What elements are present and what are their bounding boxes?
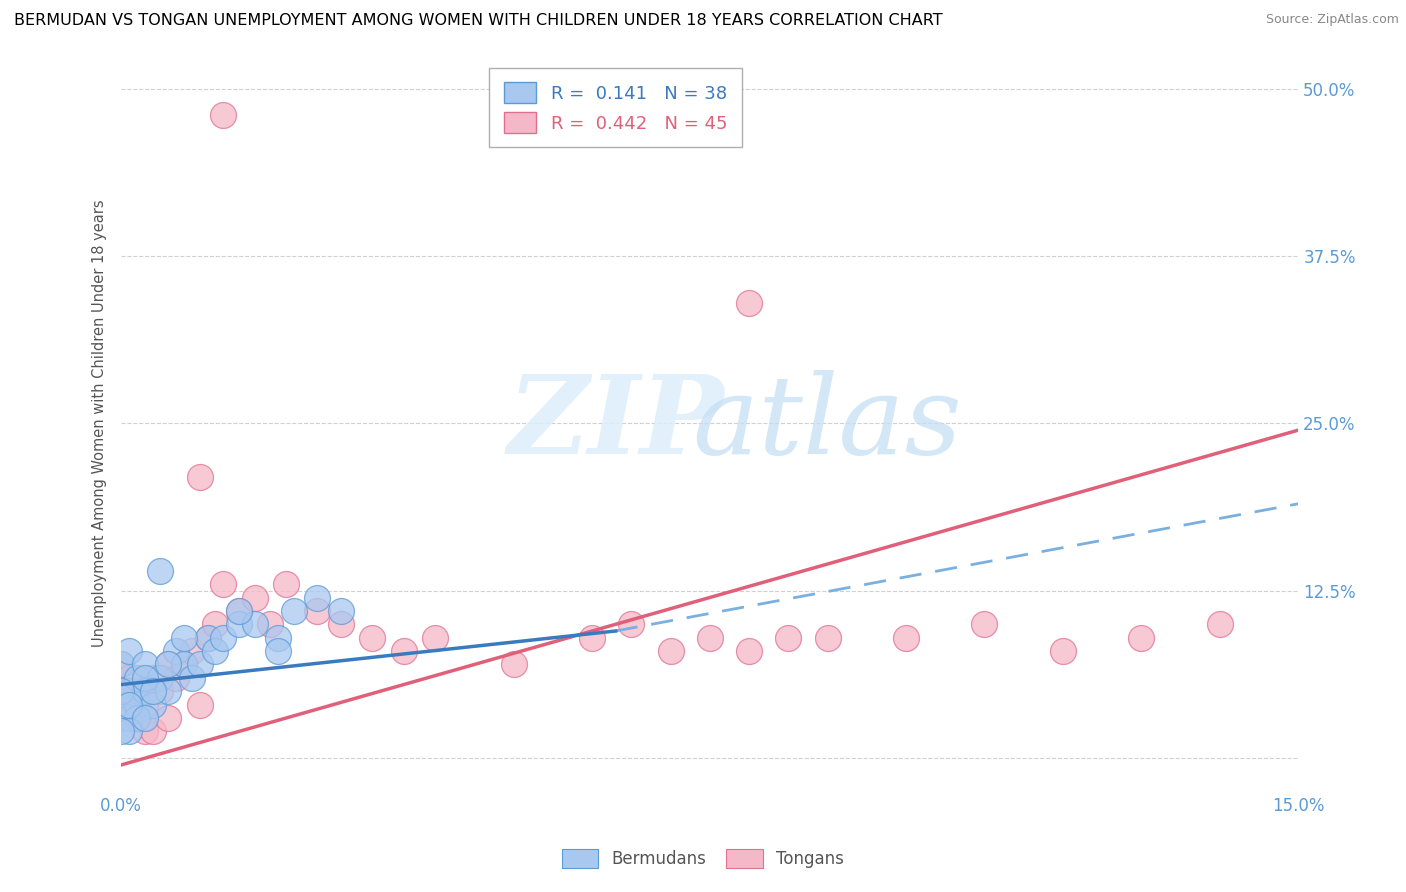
Text: atlas: atlas [693,369,962,477]
Point [134,724,156,739]
Point [1052,644,1074,658]
Text: Source: ZipAtlas.com: Source: ZipAtlas.com [1265,13,1399,27]
Point [973,617,995,632]
Point [118,684,141,698]
Point [699,631,721,645]
Point [188,698,211,712]
Point [173,657,195,672]
Point [361,631,384,645]
Point [165,671,187,685]
Point [180,644,202,658]
Point [423,631,446,645]
Point [142,671,165,685]
Point [134,698,156,712]
Point [125,711,148,725]
Point [110,657,132,672]
Point [243,591,266,605]
Point [125,711,148,725]
Point [118,644,141,658]
Point [134,657,156,672]
Point [1209,617,1232,632]
Point [283,604,305,618]
Point [204,644,226,658]
Point [620,617,643,632]
Point [267,631,290,645]
Point [125,684,148,698]
Point [134,671,156,685]
Point [1130,631,1153,645]
Point [329,617,352,632]
Point [329,604,352,618]
Point [134,684,156,698]
Point [110,684,132,698]
Point [125,671,148,685]
Point [738,296,761,310]
Point [118,671,141,685]
Point [118,724,141,739]
Point [392,644,415,658]
Point [778,631,800,645]
Y-axis label: Unemployment Among Women with Children Under 18 years: Unemployment Among Women with Children U… [93,200,107,648]
Point [228,604,250,618]
Point [267,644,290,658]
Point [197,631,219,645]
Point [110,684,132,698]
Point [157,711,180,725]
Text: BERMUDAN VS TONGAN UNEMPLOYMENT AMONG WOMEN WITH CHILDREN UNDER 18 YEARS CORRELA: BERMUDAN VS TONGAN UNEMPLOYMENT AMONG WO… [14,13,942,29]
Point [142,698,165,712]
Point [274,577,297,591]
Point [738,644,761,658]
Point [118,698,141,712]
Point [817,631,839,645]
Point [142,724,165,739]
Point [502,657,524,672]
Point [157,684,180,698]
Point [307,591,329,605]
Point [110,657,132,672]
Point [110,698,132,712]
Point [173,657,195,672]
Point [180,671,202,685]
Legend: Bermudans, Tongans: Bermudans, Tongans [555,843,851,875]
Point [259,617,281,632]
Point [188,657,211,672]
Point [212,577,235,591]
Point [149,684,172,698]
Point [204,617,226,632]
Point [149,564,172,578]
Point [894,631,917,645]
Point [165,644,187,658]
Point [212,631,235,645]
Point [134,711,156,725]
Point [110,711,132,725]
Point [157,657,180,672]
Point [228,617,250,632]
Point [197,631,219,645]
Point [118,711,141,725]
Point [149,671,172,685]
Point [125,698,148,712]
Point [659,644,682,658]
Point [157,657,180,672]
Point [581,631,603,645]
Point [307,604,329,618]
Point [118,698,141,712]
Text: ZIP: ZIP [508,369,724,477]
Point [110,724,132,739]
Point [142,684,165,698]
Point [243,617,266,632]
Legend: R =  0.141   N = 38, R =  0.442   N = 45: R = 0.141 N = 38, R = 0.442 N = 45 [489,68,742,147]
Point [188,470,211,484]
Point [212,108,235,122]
Point [228,604,250,618]
Point [173,631,195,645]
